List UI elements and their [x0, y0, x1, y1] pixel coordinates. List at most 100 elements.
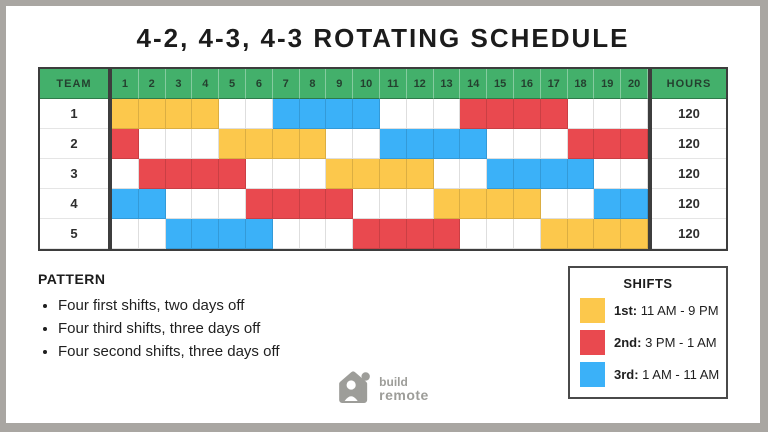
shift-cell-3rd: [326, 99, 354, 129]
shift-cell-3rd: [299, 99, 327, 129]
pattern-list: Four first shifts, two days off Four thir…: [38, 297, 368, 360]
shifts-legend: SHIFTS 1st: 11 AM - 9 PM 2nd: 3 PM - 1 AM…: [568, 266, 728, 399]
day-header: 18: [567, 69, 595, 99]
shift-cell-off: [433, 99, 461, 129]
shift-cell-1st: [326, 159, 354, 189]
day-header: 20: [621, 69, 648, 99]
shift-cell-off: [621, 99, 648, 129]
pattern-section: PATTERN Four first shifts, two days offF…: [38, 271, 368, 360]
legend-entry: 3rd: 1 AM - 11 AM: [580, 362, 720, 387]
shift-cell-1st: [487, 189, 514, 219]
shift-cell-1st: [460, 189, 488, 219]
day-header: 16: [513, 69, 541, 99]
day-header: 4: [192, 69, 220, 99]
shift-cell-2nd: [621, 129, 648, 159]
legend-entry-text: 3rd: 1 AM - 11 AM: [614, 367, 720, 382]
shift-cell-off: [567, 99, 595, 129]
shift-cell-off: [406, 99, 434, 129]
days-grid: 1 2 3 4 5 6 7 8 9 10 11 12 13 14 15 16 17 18 19 20: [112, 69, 648, 249]
pattern-heading: PATTERN: [38, 271, 106, 287]
shift-cell-off: [245, 159, 273, 189]
shift-cell-1st: [621, 219, 648, 249]
shift-cell-1st: [513, 189, 541, 219]
shift-cell-off: [112, 219, 139, 249]
logo-text: build remote: [379, 375, 429, 402]
shift-cell-2nd: [353, 219, 380, 249]
shift-cell-2nd: [112, 129, 139, 159]
shift-cell-3rd: [594, 189, 622, 219]
shift-cell-3rd: [433, 129, 461, 159]
day-header: 15: [487, 69, 514, 99]
day-header: 17: [540, 69, 568, 99]
shift-cell-3rd: [138, 189, 166, 219]
shift-cell-3rd: [540, 159, 568, 189]
shift-cell-off: [192, 189, 220, 219]
shift-cell-1st: [245, 129, 273, 159]
shift-cell-1st: [594, 219, 622, 249]
shift-cell-off: [219, 189, 246, 219]
shift-cell-1st: [219, 129, 246, 159]
shift-cell-2nd: [540, 99, 568, 129]
shift-cell-off: [460, 159, 488, 189]
hours-column: HOURS 120 120 120 120 120: [650, 67, 728, 251]
legend-entry-text: 2nd: 3 PM - 1 AM: [614, 335, 717, 350]
first-shift-swatch: [580, 298, 605, 323]
shift-cell-3rd: [112, 189, 139, 219]
day-header: 13: [433, 69, 461, 99]
day-header: 12: [406, 69, 434, 99]
shift-cell-2nd: [299, 189, 327, 219]
buildremote-logo: build remote: [337, 370, 429, 409]
shift-cell-off: [165, 129, 193, 159]
shift-cell-off: [513, 129, 541, 159]
legend-entry: 1st: 11 AM - 9 PM: [580, 298, 719, 323]
shift-cell-2nd: [165, 159, 193, 189]
house-person-icon: [337, 370, 373, 409]
shift-cell-2nd: [379, 219, 407, 249]
team-label: 5: [40, 219, 108, 249]
shift-cell-2nd: [594, 129, 622, 159]
shift-cell-off: [594, 99, 622, 129]
legend-entry: 2nd: 3 PM - 1 AM: [580, 330, 717, 355]
shift-cell-1st: [272, 129, 300, 159]
shift-cell-2nd: [326, 189, 354, 219]
shift-cell-3rd: [219, 219, 246, 249]
hours-value: 120: [652, 159, 726, 189]
shift-cell-off: [138, 129, 166, 159]
shift-cell-1st: [138, 99, 166, 129]
shift-cell-3rd: [245, 219, 273, 249]
shift-cell-1st: [165, 99, 193, 129]
legend-entry-text: 1st: 11 AM - 9 PM: [614, 303, 719, 318]
shift-cell-off: [487, 219, 514, 249]
shift-cell-off: [353, 129, 380, 159]
shift-cell-1st: [540, 219, 568, 249]
day-header: 6: [245, 69, 273, 99]
shift-cell-2nd: [460, 99, 488, 129]
shift-cell-off: [513, 219, 541, 249]
lower-section: PATTERN Four first shifts, two days offF…: [38, 266, 728, 399]
shift-cell-3rd: [567, 159, 595, 189]
days-grid-section: 1 2 3 4 5 6 7 8 9 10 11 12 13 14 15 16 17 18 19 20: [110, 67, 650, 251]
day-header: 2: [138, 69, 166, 99]
day-header: 11: [379, 69, 407, 99]
shift-cell-off: [567, 189, 595, 219]
day-header: 7: [272, 69, 300, 99]
day-header: 5: [219, 69, 246, 99]
shift-cell-1st: [192, 99, 220, 129]
team-label: 2: [40, 129, 108, 159]
shift-cell-2nd: [138, 159, 166, 189]
shift-cell-off: [112, 159, 139, 189]
shift-cell-off: [138, 219, 166, 249]
shift-cell-off: [406, 189, 434, 219]
shift-cell-3rd: [192, 219, 220, 249]
pattern-bullet: Four first shifts, two days off: [58, 297, 368, 314]
pattern-bullet: Four second shifts, three days off: [58, 343, 368, 360]
shift-cell-3rd: [272, 99, 300, 129]
shift-cell-3rd: [621, 189, 648, 219]
shift-cell-3rd: [165, 219, 193, 249]
legend-title: SHIFTS: [623, 276, 673, 291]
logo-line1: build: [379, 375, 408, 390]
shift-cell-2nd: [567, 129, 595, 159]
shift-cell-off: [326, 129, 354, 159]
